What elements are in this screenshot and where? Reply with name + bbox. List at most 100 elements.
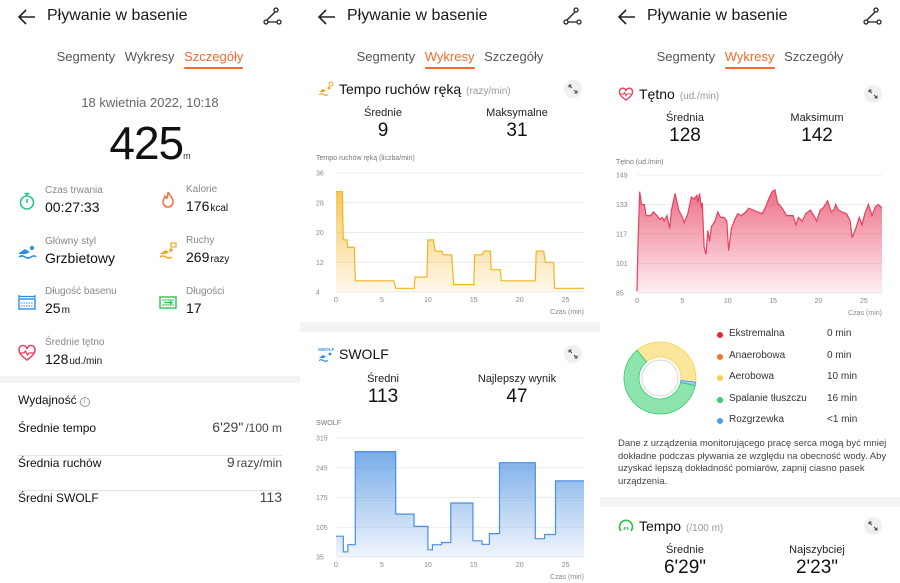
swolf-best: Najlepszy wynik 47 [442,373,592,408]
stat-value: 176kcal [186,198,228,214]
stat-number: 00:27:33 [45,199,100,215]
kpi-value: 31 [506,120,528,141]
performance-title: Wydajność i [18,393,90,407]
tab-wykresy[interactable]: Wykresy [724,49,775,69]
x-tick-label: 5 [380,297,384,304]
back-arrow-icon[interactable] [16,6,38,28]
stat-unit: ud./min [69,356,103,367]
tab-bar: Segmenty Wykresy Szczegóły [300,49,600,69]
zone-name: Rozgrzewka [729,414,785,425]
kpi-label: Maksimum [790,112,844,124]
y-tick-label: 175 [316,495,328,502]
x-axis-label: Czas (min) [848,310,882,317]
route-icon[interactable] [562,6,582,26]
series-line [336,451,584,553]
card-title-text: SWOLF [339,346,389,362]
kpi-value: 128 [669,125,701,146]
y-tick-label: 35 [316,555,324,562]
x-tick-label: 0 [635,298,639,305]
pace-avg: Średnie 6'29" [610,544,760,579]
stroke-swimmer-icon [159,242,177,259]
card-title-text: Tętno [639,86,675,102]
stroke-rate-chart: 4 12 20 28 36 0 5 10 15 20 25 Czas (min) [316,171,585,316]
zone-row: Anaerobowa 0 min [712,350,892,372]
tab-bar: Segmenty Wykresy Szczegóły [0,49,300,69]
stat-value: 25m [45,300,70,316]
tab-wykresy[interactable]: Wykresy [124,49,175,64]
card-unit: (razy/min) [466,86,511,97]
expand-button[interactable] [864,85,882,103]
zone-dot [717,375,723,381]
donut-inner-ring [641,359,679,397]
y-tick-label: 117 [616,232,627,239]
kpi-value: 142 [801,125,833,146]
perf-row-avg-strokes: Średnia ruchów 9 razy/min [18,454,282,491]
tab-segmenty[interactable]: Segmenty [56,49,116,64]
stat-value: 00:27:33 [45,199,100,215]
expand-button[interactable] [564,345,582,363]
x-tick-label: 25 [562,297,570,304]
performance-title-text: Wydajność [18,393,77,407]
y-tick-label: 105 [316,525,328,532]
series-line [336,191,584,289]
stat-number: Grzbietowy [45,250,116,266]
tab-segmenty[interactable]: Segmenty [656,49,716,64]
back-arrow-icon[interactable] [316,6,338,28]
zone-minutes: 16 min [827,392,858,404]
zone-name: Ekstremalna [729,328,785,339]
y-tick-label: 315 [316,436,328,443]
tab-szczegoly[interactable]: Szczegóły [484,49,544,64]
kpi-value: 47 [506,386,528,407]
route-icon[interactable] [862,6,882,26]
stat-label: Czas trwania [45,185,103,196]
back-arrow-icon[interactable] [616,6,638,28]
zone-row: Spalanie tłuszczu 16 min [712,393,892,415]
heart-rate-chart: 85 101 117 133 149 0 5 10 15 20 25 Czas (min) [616,173,883,317]
stat-label: Średnie tętno [45,337,105,348]
stat-value: 269razy [186,249,229,265]
tab-wykresy[interactable]: Wykresy [424,49,475,69]
kpi-label: Średnie [666,544,704,556]
y-tick-label: 133 [616,202,628,209]
heart-max: Maksimum 142 [742,112,892,147]
tab-szczegoly[interactable]: Szczegóły [784,49,844,64]
page-title: Pływanie w basenie [647,7,788,24]
zone-dot [717,353,723,360]
stat-number: 17 [186,300,202,316]
info-icon[interactable]: i [79,397,90,407]
kpi-label: Średnia [666,112,704,124]
top-bar: Pływanie w basenie [600,0,900,34]
heart-zone-legend: Ekstremalna 0 min Anaerobowa 0 min Aerobow… [712,328,892,436]
perf-row-avg-swolf: Średni SWOLF 113 [18,489,282,526]
workout-date: 18 kwietnia 2022, 10:18 [81,95,219,110]
tab-segmenty[interactable]: Segmenty [356,49,416,64]
swolf-title: SWOLF SWOLF [318,346,389,362]
charts-panel: Pływanie w basenie Segmenty Wykresy Szcz… [300,0,600,583]
y-tick-label: 20 [316,230,324,237]
heart-rate-icon [618,87,634,101]
card-title-text: Tempo [639,518,682,534]
stroke-swimmer-icon [318,81,334,96]
expand-button[interactable] [564,80,582,98]
route-icon[interactable] [262,6,282,26]
kpi-value: 2'23" [795,557,839,578]
perf-label: Średni SWOLF [18,491,99,505]
expand-button[interactable] [864,517,882,535]
x-tick-label: 25 [562,562,570,569]
x-tick-label: 15 [470,562,478,569]
x-tick-label: 0 [334,297,338,304]
stroke-rate-max: Maksymalne 31 [442,107,592,142]
y-tick-label: 36 [316,171,324,178]
x-tick-label: 10 [424,562,432,569]
distance-unit: m [183,151,191,161]
distance-value: 425 [109,117,184,169]
expand-icon [868,89,878,99]
zone-dot [717,418,723,424]
stat-label: Długość basenu [45,286,117,297]
y-tick-label: 28 [316,200,324,207]
stat-label: Kalorie [186,184,218,195]
tab-szczegoly[interactable]: Szczegóły [184,49,244,69]
x-tick-label: 20 [815,298,823,305]
stopwatch-icon [19,192,35,210]
swimmer-icon [18,246,37,259]
